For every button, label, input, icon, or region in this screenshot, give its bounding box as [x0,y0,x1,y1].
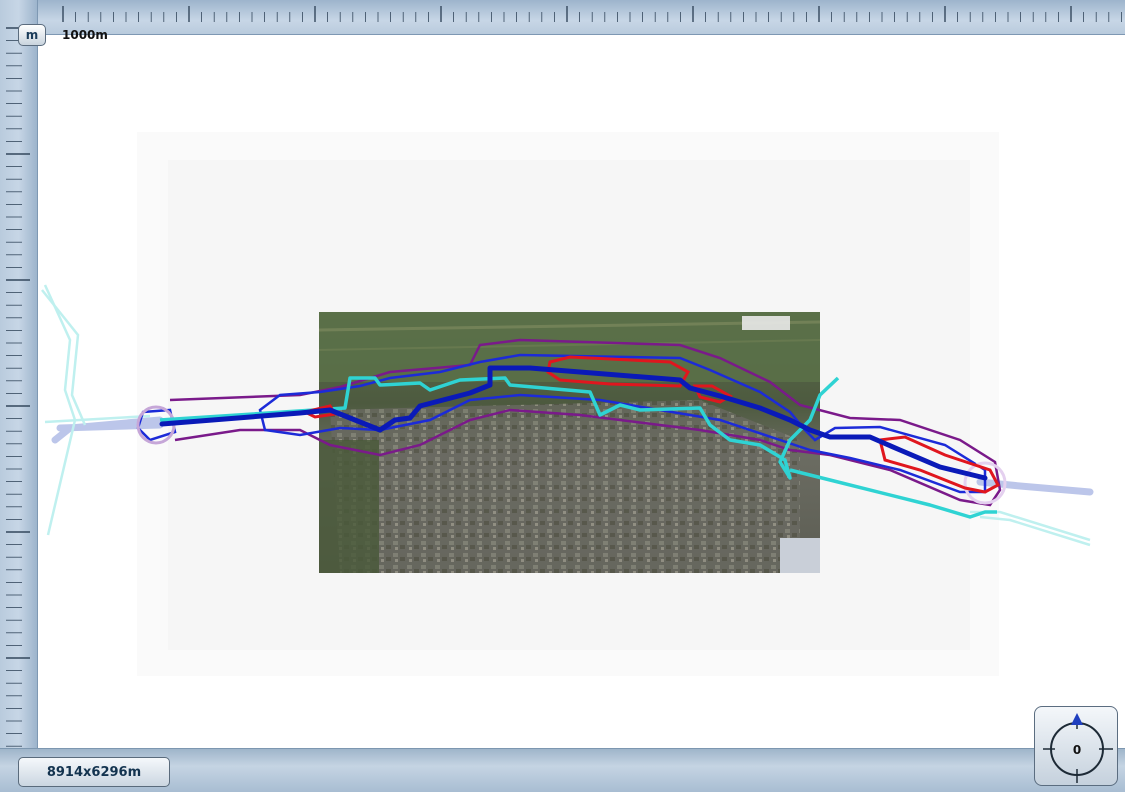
scale-label: 1000m [62,28,108,42]
cyan-track [159,376,997,519]
unit-toggle-button[interactable]: m [18,24,46,46]
outer-zone-purple [169,338,1002,507]
top-ruler [0,0,1125,35]
route-end-marker [963,461,1007,505]
status-bar [0,748,1125,792]
left-ruler-ticks [6,27,30,747]
compass-heading: 0 [1073,743,1081,757]
compass-dial: 0 [1043,713,1113,783]
compass-button[interactable]: 0 [1034,706,1118,786]
faded-track [51,416,1094,496]
north-arrow-icon [1071,713,1083,725]
main-route [159,365,988,481]
extent-button[interactable]: 8914x6296m [18,757,170,787]
left-ruler [0,0,38,750]
top-ruler-ticks [62,6,1122,22]
